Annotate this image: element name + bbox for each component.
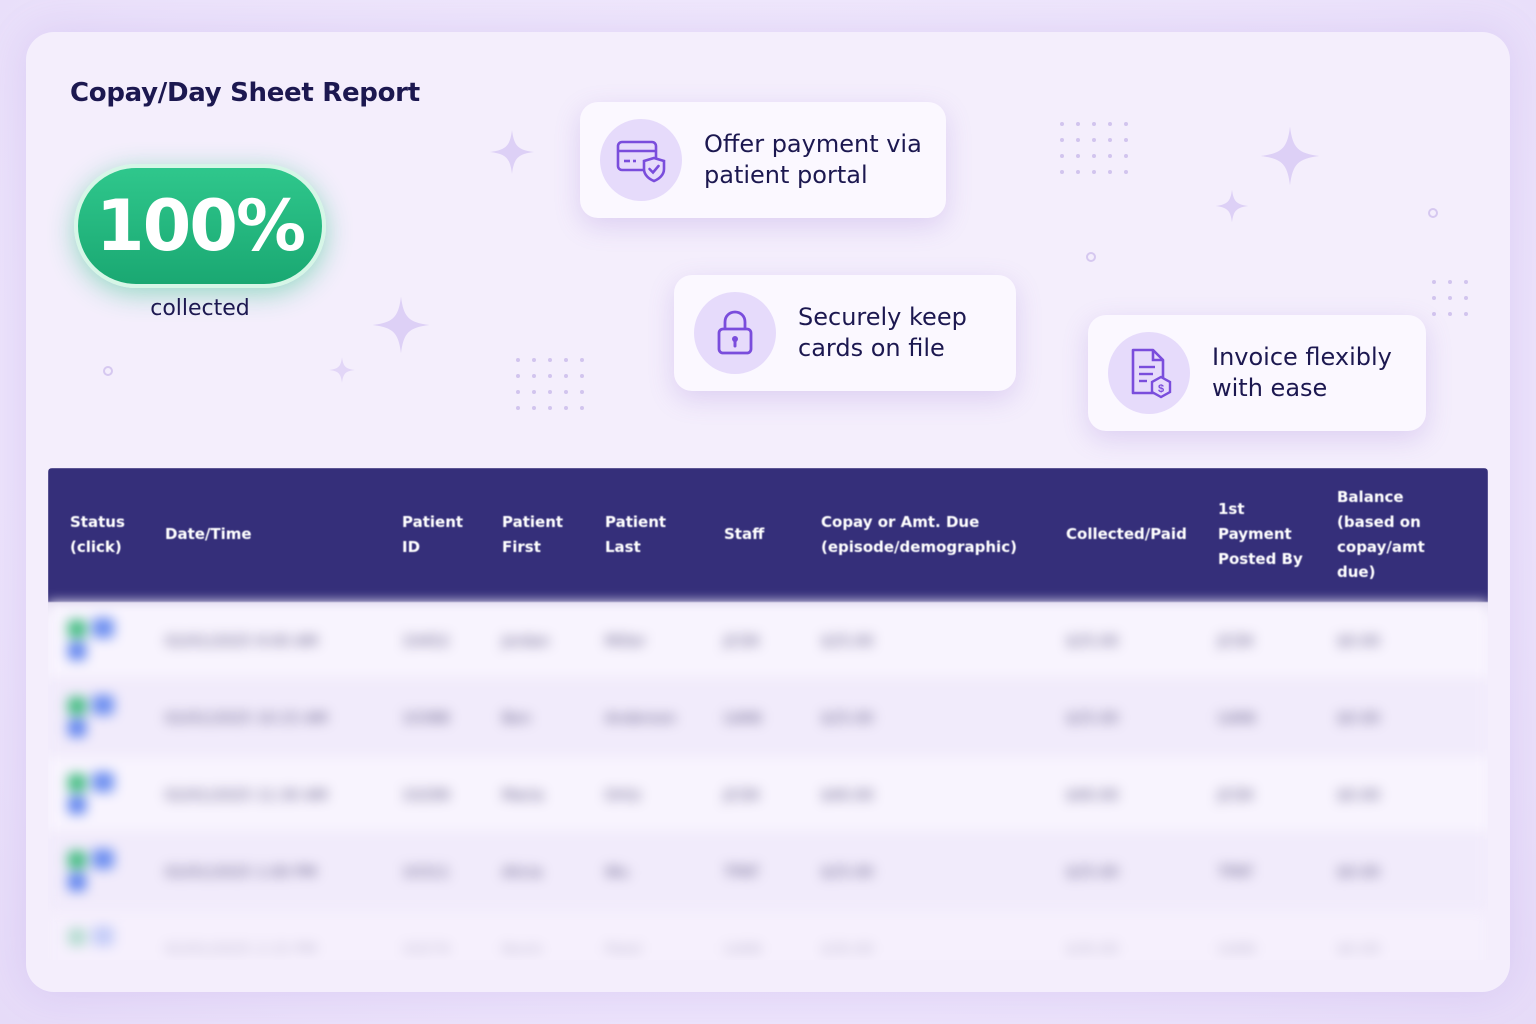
cell-patient-first: Alicia [502, 863, 543, 881]
table-header: Status (click) Date/Time Patient ID Patien… [48, 468, 1488, 602]
invoice-dollar-icon: $ [1108, 332, 1190, 414]
cell-staff: LVAN [724, 709, 762, 727]
cell-posted-by: TPAT [1218, 863, 1254, 881]
feature-text-line: cards on file [798, 334, 945, 362]
cell-balance: $0.00 [1337, 632, 1380, 650]
column-header-first-payment[interactable]: 1st Payment Posted By [1218, 500, 1303, 568]
table-body: 02/01/2025 9:00 AM 10452 Jordan Miller J… [48, 602, 1488, 960]
cell-balance: $0.00 [1337, 786, 1380, 804]
cell-patient-id: 10311 [402, 863, 450, 881]
cell-posted-by: JCOX [1218, 786, 1255, 804]
cell-patient-last: Ortiz [605, 786, 641, 804]
report-card: Copay/Day Sheet Report 100% collected [26, 32, 1510, 992]
cell-balance: $0.00 [1337, 940, 1380, 958]
cell-date-time: 02/01/2025 2:15 PM [165, 940, 317, 958]
status-icons[interactable] [68, 616, 118, 660]
feature-text-line: Offer payment via [704, 130, 922, 158]
cell-patient-first: Kevin [502, 940, 543, 958]
cell-posted-by: JCOX [1218, 632, 1255, 650]
decor-ring [1428, 208, 1438, 218]
padlock-icon [694, 292, 776, 374]
cell-copay-due: $25.00 [821, 863, 874, 881]
cell-balance: $0.00 [1337, 863, 1380, 881]
cell-patient-last: Patel [605, 940, 642, 958]
cell-balance: $0.00 [1337, 709, 1380, 727]
cell-collected: $25.00 [1066, 709, 1119, 727]
cell-collected: $25.00 [1066, 632, 1119, 650]
cell-posted-by: LVAN [1218, 709, 1256, 727]
cell-patient-id: 10452 [402, 632, 450, 650]
column-header-patient-last[interactable]: Patient Last [605, 513, 667, 556]
column-header-staff[interactable]: Staff [724, 525, 765, 543]
cell-collected: $30.00 [1066, 940, 1119, 958]
credit-card-shield-icon [600, 119, 682, 201]
copay-report-table: Status (click) Date/Time Patient ID Patien… [48, 468, 1488, 960]
table-row[interactable]: 02/01/2025 11:30 AM 10299 Maria Ortiz JC… [48, 756, 1488, 833]
cell-staff: JCOX [724, 786, 761, 804]
decor-ring [103, 366, 113, 376]
column-header-collected-paid[interactable]: Collected/Paid [1066, 525, 1187, 543]
cell-patient-last: Miller [605, 632, 646, 650]
decor-ring [1086, 252, 1096, 262]
sparkle-icon [490, 130, 534, 174]
status-icons[interactable] [68, 924, 118, 960]
cell-patient-last: Wu [605, 863, 629, 881]
cell-posted-by: LVAN [1218, 940, 1256, 958]
cell-date-time: 02/01/2025 10:15 AM [165, 709, 328, 727]
table-row[interactable]: 02/01/2025 10:15 AM 10388 Ben Anderson L… [48, 679, 1488, 756]
column-header-copay-due[interactable]: Copay or Amt. Due (episode/demographic) [821, 513, 1017, 556]
decor-dot-grid [1432, 280, 1468, 316]
cell-copay-due: $25.00 [821, 632, 874, 650]
column-header-status[interactable]: Status (click) [70, 513, 125, 556]
decor-dot-grid [1060, 122, 1128, 174]
feature-text-line: Securely keep [798, 303, 967, 331]
svg-text:$: $ [1158, 383, 1164, 395]
cell-date-time: 02/01/2025 11:30 AM [165, 786, 328, 804]
cell-patient-last: Anderson [605, 709, 677, 727]
cell-staff: JCOX [724, 632, 761, 650]
cell-collected: $25.00 [1066, 863, 1119, 881]
page-title: Copay/Day Sheet Report [70, 78, 420, 108]
column-header-patient-first[interactable]: Patient First [502, 513, 564, 556]
feature-text-line: Invoice flexibly [1212, 343, 1392, 371]
feature-card-invoice: $ Invoice flexibly with ease [1088, 315, 1426, 431]
feature-text-line: with ease [1212, 374, 1328, 402]
collected-stat-caption: collected [150, 296, 250, 321]
cell-copay-due: $25.00 [821, 709, 874, 727]
cell-patient-id: 10274 [402, 940, 450, 958]
feature-card-cards-on-file: Securely keep cards on file [674, 275, 1016, 391]
collected-stat-badge: 100% [74, 164, 326, 288]
cell-copay-due: $30.00 [821, 940, 874, 958]
collected-stat-value: 100% [95, 185, 306, 267]
cell-collected: $40.00 [1066, 786, 1119, 804]
status-icons[interactable] [68, 847, 118, 891]
status-icons[interactable] [68, 693, 118, 737]
feature-text-line: patient portal [704, 161, 868, 189]
table-row[interactable]: 02/01/2025 9:00 AM 10452 Jordan Miller J… [48, 602, 1488, 679]
table-row[interactable]: 02/01/2025 1:00 PM 10311 Alicia Wu TPAT … [48, 833, 1488, 910]
column-header-patient-id[interactable]: Patient ID [402, 513, 464, 556]
sparkle-icon [372, 296, 430, 354]
feature-card-patient-portal: Offer payment via patient portal [580, 102, 946, 218]
cell-staff: TPAT [724, 863, 760, 881]
cell-date-time: 02/01/2025 1:00 PM [165, 863, 317, 881]
decor-dot-grid [516, 358, 584, 410]
column-header-balance[interactable]: Balance (based on copay/amt due) [1337, 488, 1425, 581]
cell-patient-first: Jordan [502, 632, 550, 650]
status-icons[interactable] [68, 770, 118, 814]
cell-patient-id: 10299 [402, 786, 450, 804]
sparkle-icon [1215, 189, 1249, 223]
cell-copay-due: $40.00 [821, 786, 874, 804]
cell-date-time: 02/01/2025 9:00 AM [165, 632, 318, 650]
cell-staff: LVAN [724, 940, 762, 958]
table-row[interactable]: 02/01/2025 2:15 PM 10274 Kevin Patel LVA… [48, 910, 1488, 960]
column-header-date-time[interactable]: Date/Time [165, 525, 252, 543]
sparkle-icon [1260, 126, 1320, 186]
sparkle-icon [329, 357, 355, 383]
cell-patient-first: Maria [502, 786, 544, 804]
cell-patient-id: 10388 [402, 709, 450, 727]
cell-patient-first: Ben [502, 709, 532, 727]
